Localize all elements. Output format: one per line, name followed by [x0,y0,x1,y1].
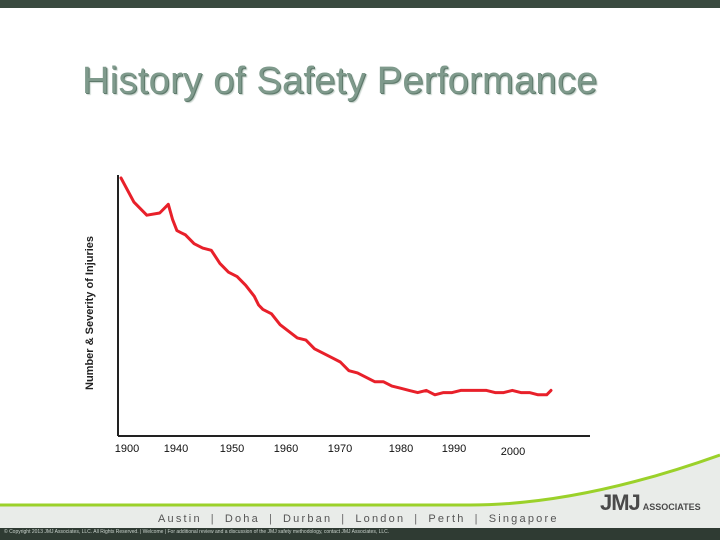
page-title: History of Safety Performance [82,60,598,102]
city-austin: Austin [158,513,202,525]
x-tick-label: 2000 [501,446,525,458]
bottom-bar [0,528,720,540]
city-london: London [355,513,406,525]
x-tick-label: 1960 [274,443,298,455]
city-separator: | [210,513,216,525]
series-line [119,176,553,397]
office-locations: Austin | Doha | Durban | London | Perth | Singapor… [158,513,559,525]
city-durban: Durban [283,513,333,525]
city-separator: | [341,513,347,525]
city-separator: | [414,513,420,525]
y-axis-label: Number & Severity of Injuries [84,235,96,390]
x-tick-label: 1900 [115,443,139,455]
chart-series [119,176,553,397]
x-tick-label: 1970 [328,443,352,455]
chart-axes [117,175,590,437]
x-tick-label: 1990 [442,443,466,455]
chart-tick-labels: 1900 1940 1950 1960 1970 1980 1990 2000 [115,443,525,458]
top-bar [0,0,720,8]
x-tick-label: 1950 [220,443,244,455]
x-tick-label: 1980 [389,443,413,455]
city-separator: | [268,513,275,525]
x-tick-label: 1940 [164,443,188,455]
city-doha: Doha [224,513,260,525]
city-perth: Perth [428,513,466,525]
copyright-text: © Copyright 2013 JMJ Associates, LLC. Al… [4,529,390,535]
company-logo: JMJ ASSOCIATES [600,490,701,516]
logo-main: JMJ [600,490,641,515]
city-separator: | [474,513,480,525]
logo-sub: ASSOCIATES [642,502,701,512]
city-singapore: Singapore [488,513,559,525]
